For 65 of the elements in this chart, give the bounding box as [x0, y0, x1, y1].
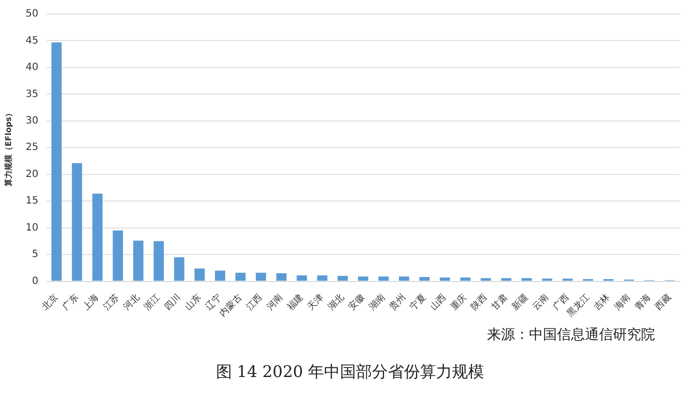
- x-tick-label: 陕西: [469, 292, 490, 313]
- x-tick-label: 贵州: [387, 292, 408, 313]
- x-tick-label: 山东: [182, 292, 204, 313]
- bar: [398, 276, 410, 281]
- x-tick-label: 宁夏: [408, 292, 428, 313]
- bar: [194, 268, 205, 281]
- x-tick-label: 湖北: [326, 292, 346, 313]
- x-tick-label: 四川: [162, 292, 183, 313]
- y-tick-label: 45: [26, 35, 38, 46]
- bar: [276, 273, 287, 281]
- bar: [338, 276, 348, 281]
- x-tick-label: 河北: [122, 292, 142, 313]
- x-tick-label: 新疆: [510, 292, 530, 313]
- bar: [296, 275, 307, 281]
- x-tick-label: 河南: [264, 292, 286, 313]
- bar: [358, 276, 368, 281]
- x-tick-label: 安徽: [346, 292, 367, 313]
- x-tick-label: 西藏: [653, 292, 674, 313]
- bar: [72, 163, 82, 281]
- bar: [460, 278, 470, 281]
- x-tick-label: 江苏: [101, 292, 122, 313]
- y-tick-label: 0: [32, 276, 38, 287]
- bar: [480, 278, 491, 281]
- bar: [378, 276, 389, 281]
- y-tick-label: 10: [26, 222, 38, 234]
- bar: [501, 278, 512, 281]
- bar: [112, 230, 123, 281]
- x-tick-label: 广东: [60, 292, 81, 313]
- bar: [235, 272, 246, 281]
- y-tick-label: 20: [26, 168, 38, 180]
- x-tick-label: 湖南: [366, 292, 388, 313]
- x-tick-label: 北京: [40, 292, 60, 313]
- bar: [214, 270, 226, 281]
- bar: [92, 194, 103, 281]
- x-tick-label: 福建: [285, 292, 306, 313]
- x-tick-label: 天津: [306, 292, 326, 313]
- y-axis-title: 算力规模（EFlops）: [4, 108, 13, 188]
- bar: [440, 278, 450, 281]
- x-tick-label: 浙江: [142, 292, 163, 313]
- x-tick-label: 重庆: [448, 292, 470, 313]
- x-tick-label: 吉林: [592, 292, 612, 313]
- bar: [256, 272, 266, 281]
- bar: [522, 278, 532, 281]
- x-tick-label: 青海: [632, 292, 654, 313]
- y-tick-label: 5: [32, 249, 38, 260]
- text: 图 14 2020 年中国部分省份算力规模: [214, 362, 486, 383]
- y-tick-label: 15: [26, 196, 38, 207]
- bar: [419, 276, 430, 281]
- bar: [133, 240, 144, 281]
- bar: [51, 42, 62, 281]
- x-tick-label: 云南: [530, 292, 551, 313]
- source-note: 来源：中国信息通信研究院: [486, 326, 656, 344]
- y-tick-label: 25: [26, 142, 38, 154]
- x-tick-label: 江西: [244, 292, 265, 313]
- y-tick-label: 40: [26, 62, 38, 74]
- x-tick-label: 上海: [80, 292, 102, 313]
- y-tick-label: 35: [26, 88, 38, 100]
- y-tick-label: 50: [26, 8, 38, 20]
- y-tick-label: 30: [26, 116, 38, 126]
- x-tick-label: 山西: [428, 292, 449, 313]
- x-tick-label: 海南: [612, 292, 633, 313]
- bar: [154, 241, 164, 281]
- x-tick-label: 甘肃: [490, 292, 510, 313]
- bar: [317, 275, 328, 281]
- bar: [174, 257, 184, 281]
